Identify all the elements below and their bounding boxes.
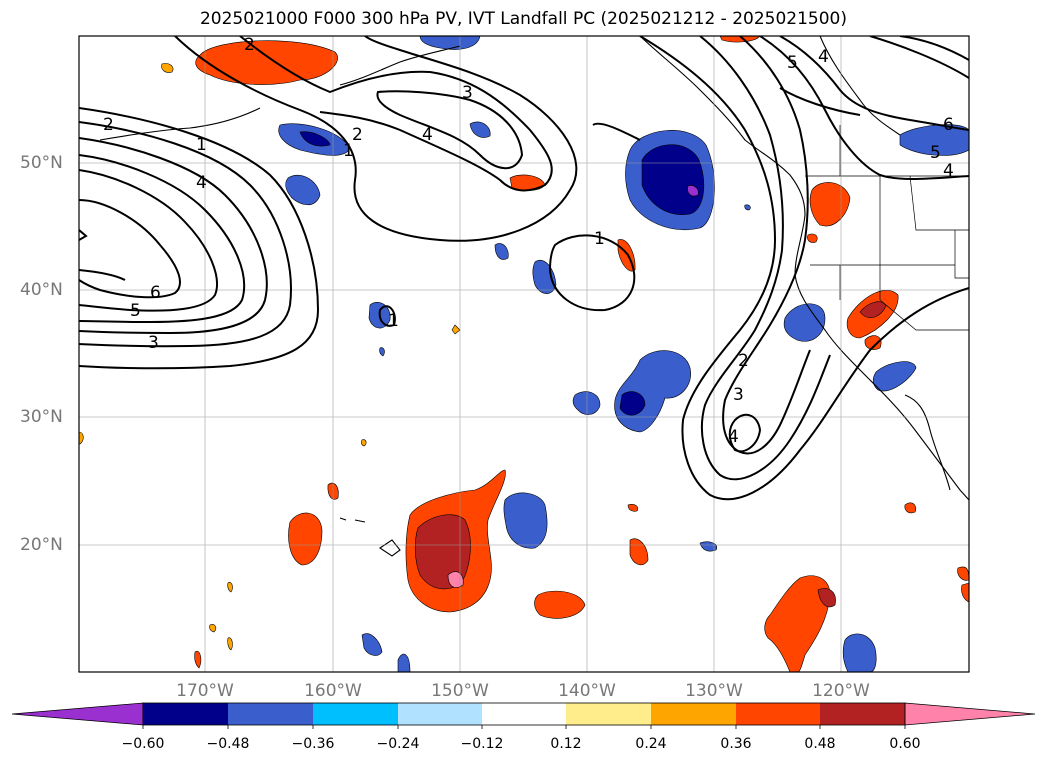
lon-label: 120°W <box>812 681 870 701</box>
colorbar-segment <box>736 703 820 725</box>
colorbar-frame <box>142 702 906 726</box>
contour-label: 3 <box>733 385 744 405</box>
contour-label: 5 <box>787 53 798 73</box>
colorbar-extend-low <box>11 702 144 726</box>
state-borders <box>805 125 969 331</box>
pc-filled-field <box>79 36 969 672</box>
contour-label: 1 <box>343 141 354 161</box>
map-title: 2025021000 F000 300 hPa PV, IVT Landfall… <box>199 9 847 29</box>
contour-label: 2 <box>738 351 749 371</box>
colorbar-tick-label: 0.60 <box>889 736 921 752</box>
colorbar-tick-label: 0.36 <box>720 736 752 752</box>
contour-label: 4 <box>422 125 433 145</box>
pv-contours <box>79 36 969 501</box>
contour-label: 1 <box>594 229 605 249</box>
colorbar-tick-label: −0.12 <box>460 736 504 752</box>
lon-label: 130°W <box>685 681 743 701</box>
contour-label: 4 <box>196 173 207 193</box>
lon-label: 140°W <box>558 681 616 701</box>
contour-label: 2 <box>244 35 255 55</box>
colorbar-segment <box>313 703 398 725</box>
colorbar-tick-label: −0.48 <box>206 736 250 752</box>
contour-label: 5 <box>130 301 141 321</box>
plot-frame <box>78 35 970 673</box>
lon-label: 160°W <box>304 681 362 701</box>
colorbar-segment <box>228 703 313 725</box>
colorbar-tick-label: −0.60 <box>121 736 165 752</box>
contour-label: 3 <box>148 333 159 353</box>
colorbar-segment <box>566 703 651 725</box>
gridlines <box>79 36 969 672</box>
contour-label: 2 <box>103 115 114 135</box>
contour-label: 6 <box>943 115 954 135</box>
contour-label: 2 <box>352 125 363 145</box>
contour-label: 4 <box>943 161 954 181</box>
coastlines <box>99 36 969 557</box>
lat-label: 40°N <box>20 280 63 300</box>
colorbar-segment <box>143 703 228 725</box>
plot-area: 2 1 4 6 5 3 2 3 4 1 1 1 2 3 4 5 4 6 5 4 … <box>79 35 969 672</box>
lat-label: 30°N <box>20 407 63 427</box>
colorbar-segment <box>820 703 905 725</box>
pv-contour-labels: 2 1 4 6 5 3 2 3 4 1 1 1 2 3 4 5 4 6 5 4 … <box>103 35 954 447</box>
colorbar <box>11 702 1036 729</box>
colorbar-tick-label: 0.24 <box>635 736 667 752</box>
contour-label: 1 <box>388 311 399 331</box>
lon-label: 150°W <box>431 681 489 701</box>
lat-label: 50°N <box>20 153 63 173</box>
colorbar-tick-label: 0.48 <box>804 736 836 752</box>
contour-label: 5 <box>930 143 941 163</box>
contour-label: 1 <box>196 135 207 155</box>
colorbar-tick-label: 0.12 <box>550 736 582 752</box>
contour-label: 4 <box>728 427 739 447</box>
lon-label: 170°W <box>176 681 234 701</box>
colorbar-tick-label: −0.36 <box>291 736 335 752</box>
colorbar-segment <box>482 703 566 725</box>
colorbar-extend-high <box>904 702 1036 726</box>
contour-label: 3 <box>462 83 473 103</box>
contour-label: 4 <box>818 47 829 67</box>
lat-label: 20°N <box>20 535 63 555</box>
colorbar-segment <box>398 703 482 725</box>
colorbar-segment <box>651 703 736 725</box>
contour-label: 6 <box>150 283 161 303</box>
colorbar-tick-label: −0.24 <box>376 736 420 752</box>
